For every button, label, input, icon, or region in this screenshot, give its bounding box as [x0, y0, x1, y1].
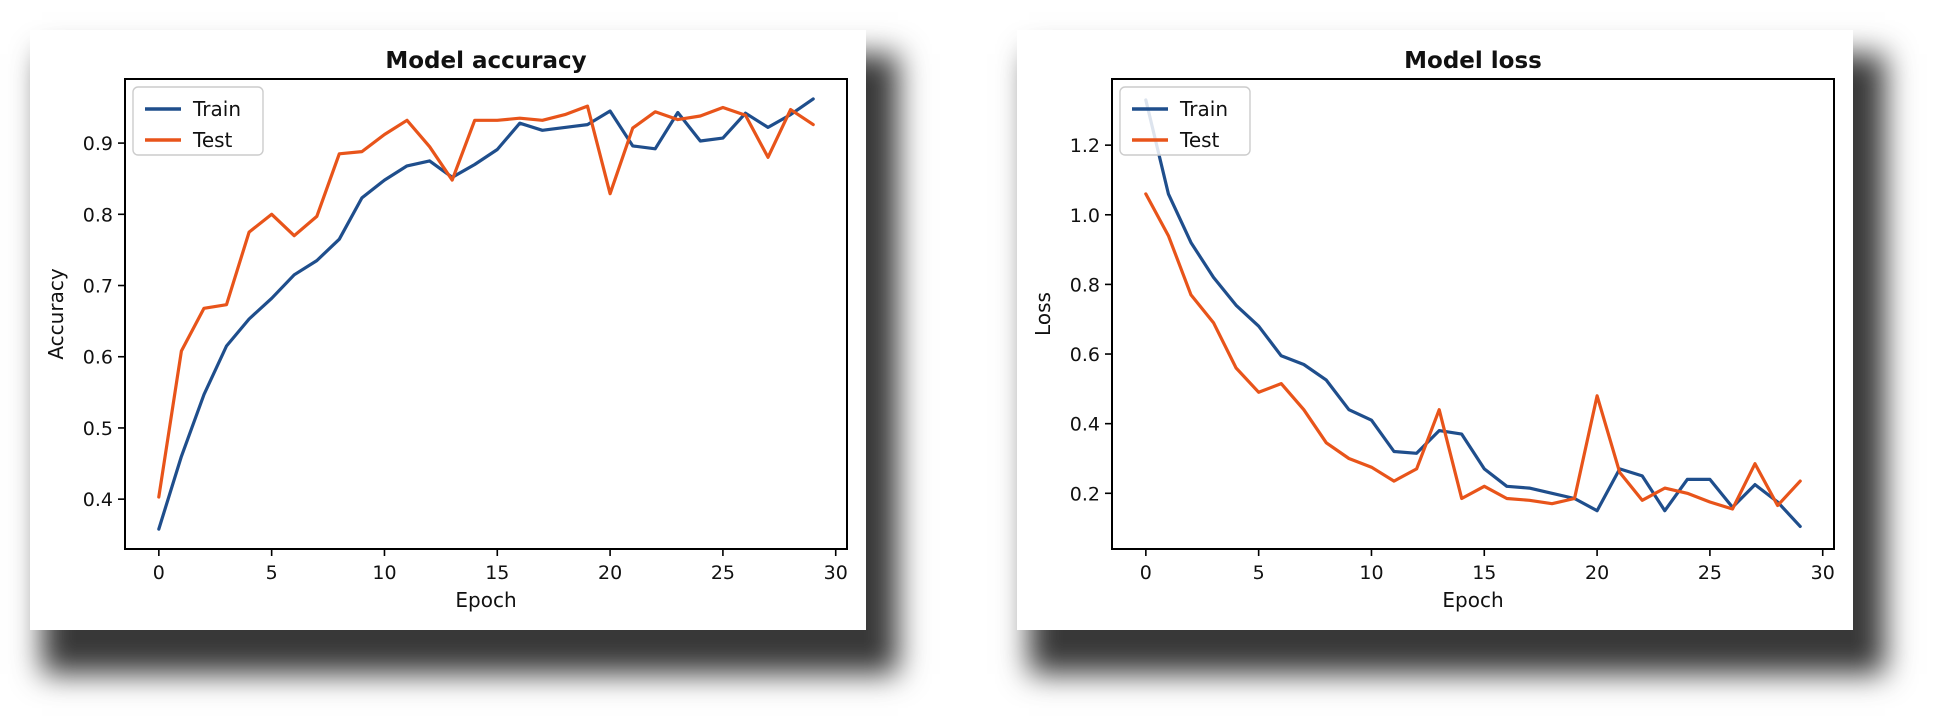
- legend-label-train: Train: [1179, 97, 1228, 121]
- plot-frame: [124, 78, 848, 550]
- legend-box: [1119, 86, 1251, 156]
- x-tick-label: 30: [1811, 562, 1835, 584]
- chart-title: Model loss: [1404, 48, 1542, 74]
- x-tick-label: 20: [1585, 562, 1609, 584]
- loss-chart: Model loss 0 5 10 15 20 25 30 0.2 0.4 0.6 0.8 1.0 1.2…: [1031, 48, 1835, 612]
- series-line-train: [157, 97, 815, 531]
- y-tick-label: 0.5: [83, 418, 113, 440]
- legend-label-train: Train: [192, 97, 241, 121]
- series-line-train: [1144, 98, 1802, 528]
- y-tick-label: 0.8: [1070, 274, 1100, 296]
- chart-title: Model accuracy: [385, 48, 586, 74]
- x-tick-label: 5: [1253, 562, 1265, 584]
- x-axis-label: Epoch: [1442, 588, 1503, 612]
- x-tick-label: 0: [1140, 562, 1152, 584]
- y-tick-label: 0.6: [83, 347, 113, 369]
- legend-label-test: Test: [1179, 128, 1220, 152]
- legend-label-test: Test: [192, 128, 233, 152]
- x-tick-label: 25: [1698, 562, 1722, 584]
- y-tick-label: 0.7: [83, 276, 113, 298]
- x-tick-label: 30: [824, 562, 848, 584]
- x-tick-label: 15: [485, 562, 509, 584]
- y-axis-label: Loss: [1031, 292, 1055, 336]
- x-tick-label: 10: [372, 562, 396, 584]
- y-tick-label: 0.4: [83, 489, 113, 511]
- x-tick-label: 5: [266, 562, 278, 584]
- series-line-test: [157, 104, 815, 499]
- y-tick-label: 0.8: [83, 204, 113, 226]
- y-tick-label: 0.6: [1070, 344, 1100, 366]
- x-tick-label: 10: [1359, 562, 1383, 584]
- accuracy-chart-panel: Model accuracy 0 5 10 15 20 25 30 0.4 0.5 0.6 0.7 0.…: [30, 30, 866, 630]
- x-tick-label: 20: [598, 562, 622, 584]
- x-tick-label: 15: [1472, 562, 1496, 584]
- accuracy-chart: Model accuracy 0 5 10 15 20 25 30 0.4 0.5 0.6 0.7 0.…: [44, 48, 848, 612]
- y-tick-label: 0.2: [1070, 483, 1100, 505]
- legend-box: [132, 86, 264, 156]
- y-tick-label: 1.2: [1070, 135, 1100, 157]
- series-line-test: [1144, 192, 1802, 511]
- y-tick-label: 1.0: [1070, 205, 1100, 227]
- y-tick-label: 0.9: [83, 133, 113, 155]
- y-axis-label: Accuracy: [44, 268, 68, 359]
- y-tick-label: 0.4: [1070, 414, 1100, 436]
- x-tick-label: 0: [153, 562, 165, 584]
- plot-frame: [1111, 78, 1835, 550]
- x-tick-label: 25: [711, 562, 735, 584]
- x-axis-label: Epoch: [455, 588, 516, 612]
- loss-chart-panel: Model loss 0 5 10 15 20 25 30 0.2 0.4 0.6 0.8 1.0 1.2…: [1017, 30, 1853, 630]
